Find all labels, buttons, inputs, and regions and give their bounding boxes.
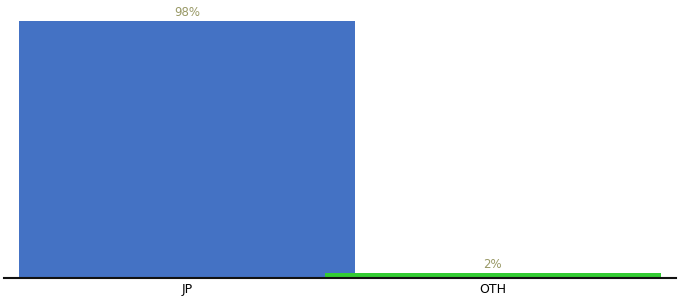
Bar [20, 21, 355, 278]
Text: 98%: 98% [174, 6, 201, 19]
Bar [325, 273, 660, 278]
Text: 2%: 2% [483, 258, 502, 271]
